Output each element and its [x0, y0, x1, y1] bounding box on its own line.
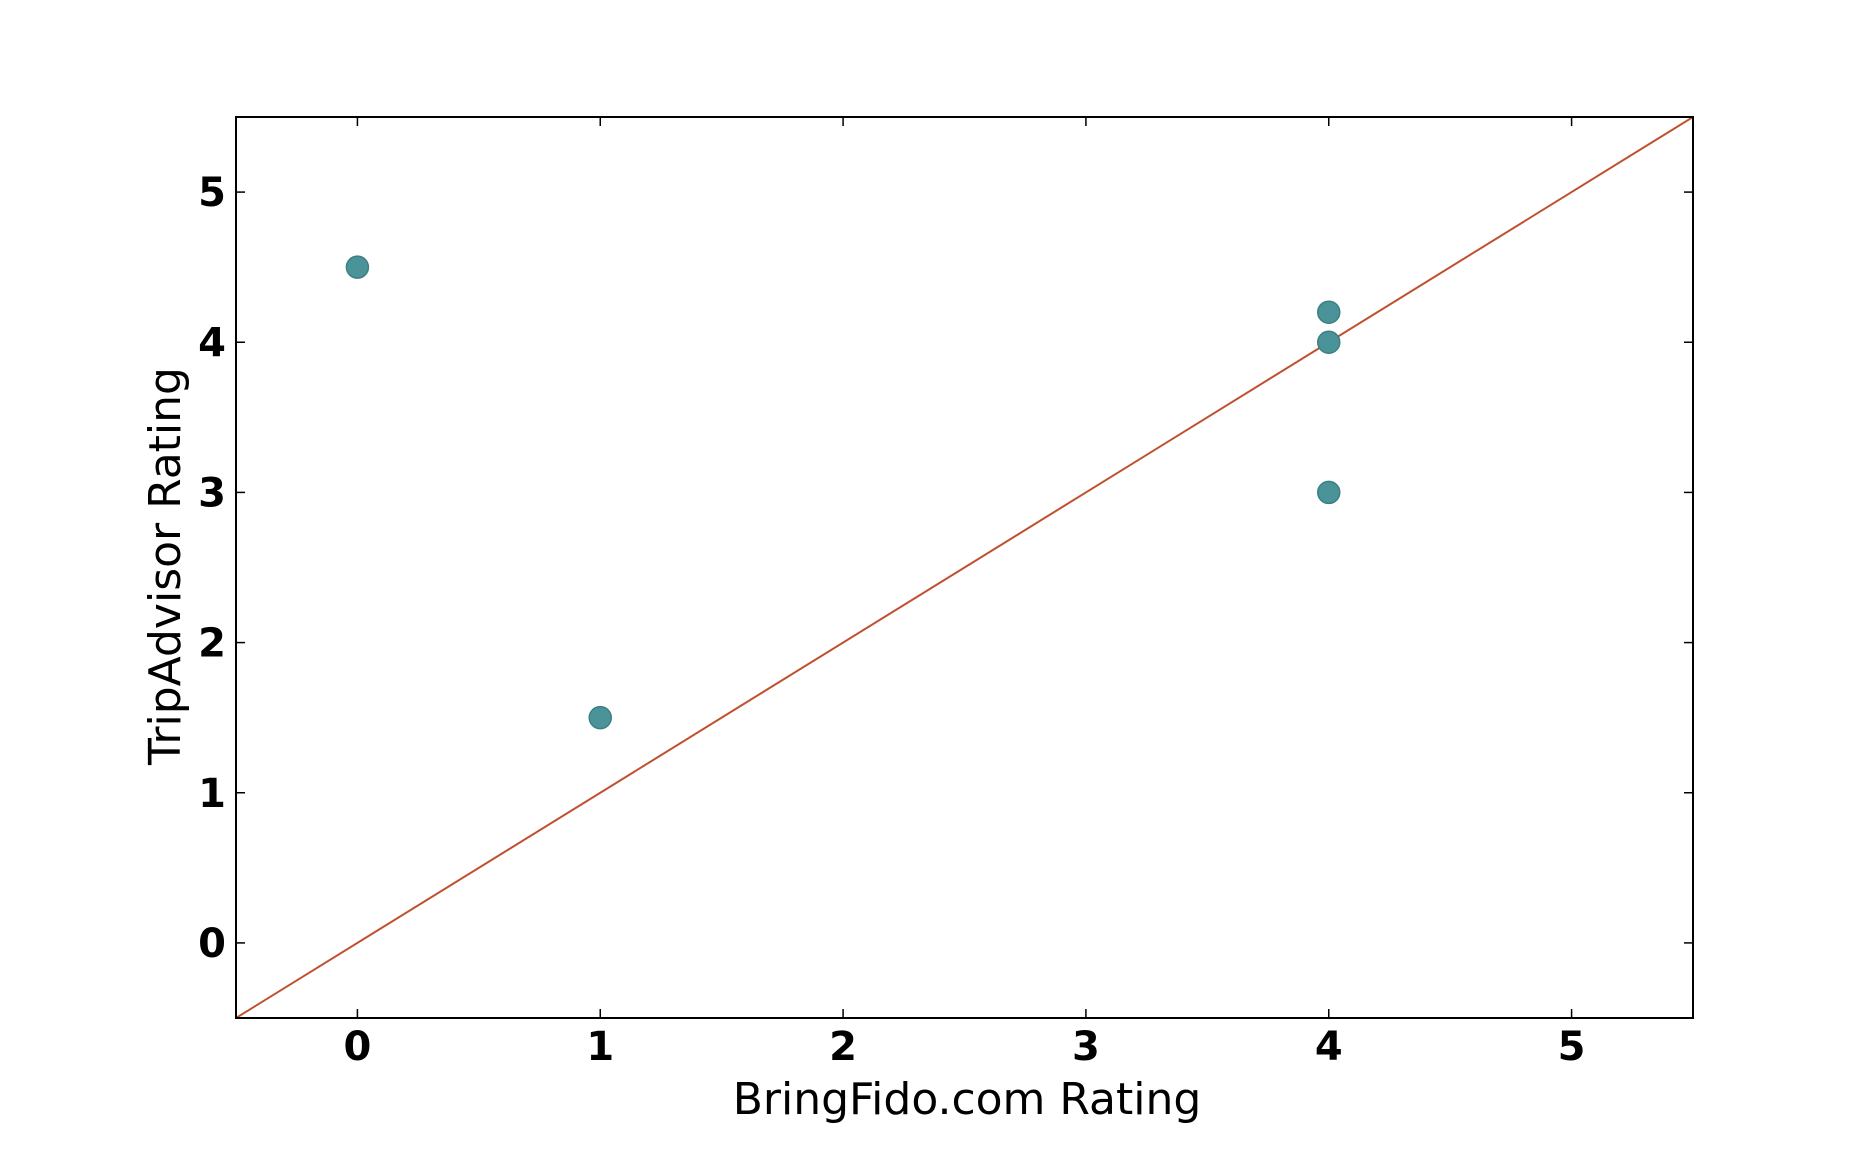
x-tick-label-3: 3	[1072, 1024, 1100, 1070]
plot-area	[235, 116, 1694, 1019]
x-tick-label-0: 0	[343, 1024, 371, 1070]
axes-frame	[235, 116, 1694, 1019]
y-tick-label-1: 1	[198, 771, 226, 817]
x-tick-label-5: 5	[1558, 1024, 1586, 1070]
scatter-point-2	[1317, 300, 1341, 324]
scatter-point-4	[1317, 480, 1341, 505]
x-tick-label-2: 2	[829, 1024, 857, 1070]
scatter-point-1	[588, 705, 612, 730]
y-tick-label-5: 5	[198, 170, 226, 216]
y-axis-ticks: 0 1 2 3 4 5	[198, 170, 1693, 967]
y-axis-label: TripAdvisor Rating	[140, 367, 191, 766]
reference-line	[236, 117, 1693, 1018]
x-tick-label-1: 1	[586, 1024, 614, 1070]
y-tick-label-4: 4	[198, 320, 226, 366]
x-tick-label-4: 4	[1315, 1024, 1343, 1070]
y-tick-label-2: 2	[198, 621, 226, 667]
scatter-point-3	[1317, 330, 1341, 354]
y-tick-label-3: 3	[198, 470, 226, 516]
y-tick-label-0: 0	[198, 921, 226, 967]
x-axis-ticks: 0 1 2 3 4 5	[343, 117, 1586, 1070]
scatter-point-0	[345, 255, 370, 279]
x-axis-label: BringFido.com Rating	[733, 1074, 1202, 1125]
